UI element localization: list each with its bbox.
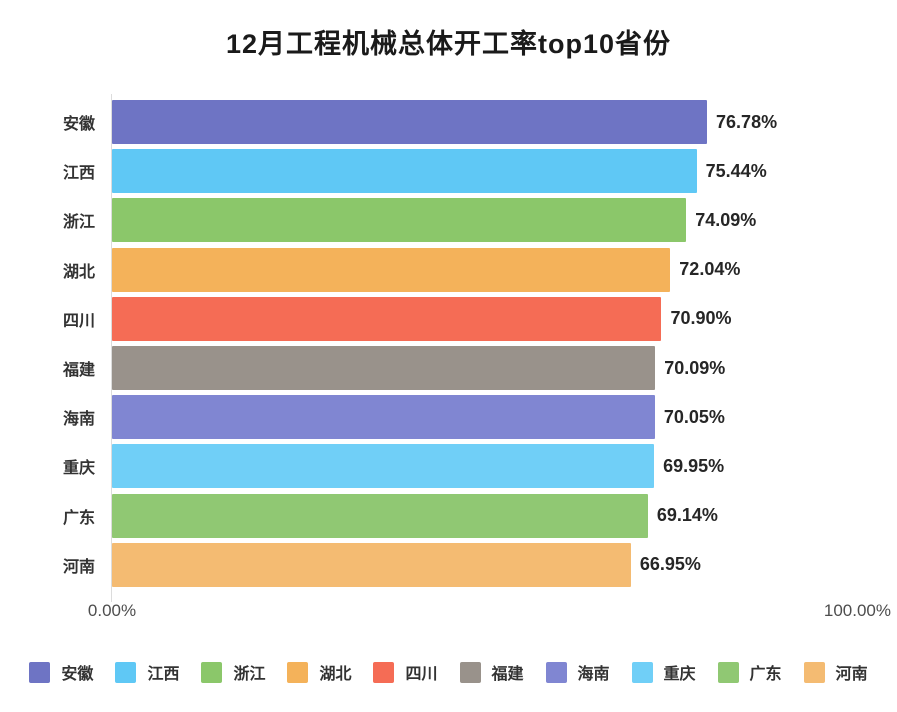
legend-item-重庆[interactable]: 重庆 xyxy=(631,660,696,684)
value-label: 72.04% xyxy=(679,259,741,280)
bar-row: 广东 69.14% xyxy=(63,493,887,538)
legend-label: 广东 xyxy=(749,666,782,683)
legend-item-安徽[interactable]: 安徽 xyxy=(29,660,93,684)
bar-row: 安徽 76.78% xyxy=(63,100,887,144)
category-label: 安徽 xyxy=(62,116,95,133)
value-label: 74.09% xyxy=(695,209,757,230)
legend-swatch xyxy=(201,661,223,683)
value-label: 70.05% xyxy=(663,406,725,427)
bar-row: 海南 70.05% xyxy=(63,395,887,440)
legend-label: 安徽 xyxy=(61,666,94,683)
legend-item-海南[interactable]: 海南 xyxy=(545,660,610,684)
legend-swatch xyxy=(115,661,137,683)
x-axis-tick-min: 0.00% xyxy=(87,601,137,620)
legend-swatch xyxy=(459,661,481,683)
category-label: 福建 xyxy=(62,362,95,379)
legend-label: 江西 xyxy=(147,666,180,683)
y-axis-line xyxy=(111,94,112,602)
legend-swatch xyxy=(717,661,739,683)
legend-label: 福建 xyxy=(491,666,524,683)
legend-swatch xyxy=(631,661,653,683)
bar-安徽[interactable] xyxy=(112,100,708,144)
x-axis: 0.00% 100.00% xyxy=(0,601,897,625)
value-label: 75.44% xyxy=(705,160,767,181)
legend-label: 浙江 xyxy=(233,666,266,683)
bar-河南[interactable] xyxy=(112,542,631,587)
plot-area: 安徽 76.78% 江西 75.44% 浙江 74.09% 湖北 72.04% 四川 70.90%… xyxy=(63,97,887,589)
bar-福建[interactable] xyxy=(112,346,656,390)
value-label: 69.14% xyxy=(656,505,718,526)
value-label: 70.09% xyxy=(664,357,726,378)
legend-item-四川[interactable]: 四川 xyxy=(373,660,438,684)
legend-item-广东[interactable]: 广东 xyxy=(717,660,782,684)
value-label: 69.95% xyxy=(663,455,725,476)
category-label: 重庆 xyxy=(62,460,95,478)
legend-swatch xyxy=(373,661,395,683)
legend-label: 河南 xyxy=(835,666,868,683)
legend-label: 重庆 xyxy=(663,666,696,683)
value-label: 76.78% xyxy=(716,111,778,132)
legend-label: 湖北 xyxy=(319,666,352,683)
legend-item-福建[interactable]: 福建 xyxy=(459,660,524,684)
bar-row: 浙江 74.09% xyxy=(63,198,887,243)
category-label: 江西 xyxy=(62,165,95,183)
legend-item-浙江[interactable]: 浙江 xyxy=(201,660,265,684)
chart-title: 12月工程机械总体开工率top10省份 xyxy=(225,29,672,59)
legend-swatch xyxy=(287,661,309,683)
bar-row: 湖北 72.04% xyxy=(63,247,887,292)
bar-row: 重庆 69.95% xyxy=(63,444,887,489)
legend-label: 海南 xyxy=(577,666,610,683)
x-axis-tick-max: 100.00% xyxy=(823,601,891,620)
category-label: 海南 xyxy=(62,411,95,429)
legend-item-江西[interactable]: 江西 xyxy=(115,660,179,684)
bar-重庆[interactable] xyxy=(112,444,655,489)
bar-湖北[interactable] xyxy=(112,247,671,292)
category-label: 广东 xyxy=(62,509,95,527)
legend-item-河南[interactable]: 河南 xyxy=(803,660,868,684)
legend-swatch xyxy=(803,661,825,683)
legend-label: 四川 xyxy=(405,666,438,683)
bar-浙江[interactable] xyxy=(112,198,687,243)
value-label: 70.90% xyxy=(670,308,732,329)
category-label: 河南 xyxy=(62,558,95,576)
legend-swatch xyxy=(29,661,51,683)
legend: 安徽 江西 浙江 湖北 四川 福建 海南 重庆 广东 河南 xyxy=(0,660,897,684)
category-label: 湖北 xyxy=(62,263,95,281)
bar-广东[interactable] xyxy=(112,493,648,538)
bar-江西[interactable] xyxy=(112,149,697,194)
legend-item-湖北[interactable]: 湖北 xyxy=(287,660,351,684)
bar-row: 河南 66.95% xyxy=(63,542,887,587)
value-label: 66.95% xyxy=(639,554,701,575)
category-label: 四川 xyxy=(62,312,95,330)
bar-row: 江西 75.44% xyxy=(63,149,887,194)
category-label: 浙江 xyxy=(62,214,95,232)
bar-海南[interactable] xyxy=(112,395,655,440)
bar-row: 福建 70.09% xyxy=(63,346,887,390)
legend-swatch xyxy=(545,661,567,683)
bar-四川[interactable] xyxy=(112,296,662,341)
bar-row: 四川 70.90% xyxy=(63,296,887,341)
